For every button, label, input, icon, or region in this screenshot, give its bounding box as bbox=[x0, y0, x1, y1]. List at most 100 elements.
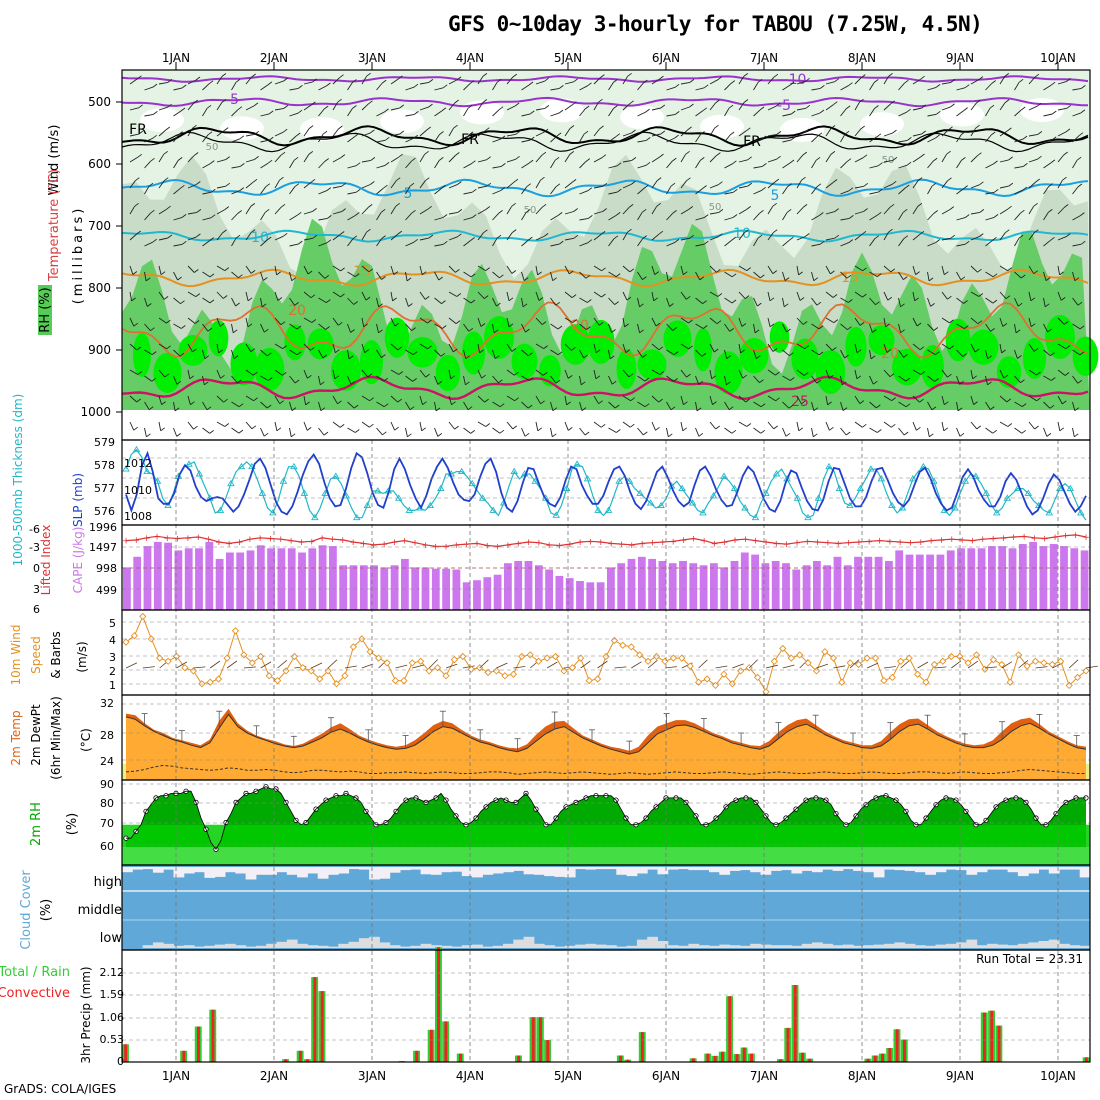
wind-barb bbox=[811, 87, 821, 91]
cape-bar bbox=[287, 548, 296, 610]
wind-barb bbox=[651, 133, 661, 137]
wind-barb-10m bbox=[462, 665, 475, 669]
wind-barb bbox=[724, 297, 733, 304]
wind-speed-point bbox=[248, 659, 256, 667]
wind-barb bbox=[608, 297, 615, 305]
li-point: + bbox=[1041, 535, 1049, 545]
cape-bar bbox=[411, 567, 420, 610]
wind-barb-flag bbox=[280, 203, 286, 208]
cloud-high-bar bbox=[894, 867, 906, 871]
wind-barb-flag bbox=[732, 214, 738, 218]
wind-barb-flag bbox=[338, 321, 343, 326]
cloud-high-bar bbox=[770, 867, 782, 871]
li-point: + bbox=[1010, 533, 1018, 543]
wind-barb bbox=[506, 291, 510, 301]
wind-barb-flag bbox=[746, 267, 751, 271]
slp-yticks-left: 579 578 577 576 bbox=[94, 436, 115, 518]
thickness-point bbox=[909, 475, 917, 482]
wind-barb bbox=[506, 158, 516, 163]
wind-barb bbox=[564, 182, 573, 189]
wind-barb bbox=[651, 421, 656, 431]
cloud-low-bar bbox=[657, 941, 669, 948]
wind-barb bbox=[231, 213, 239, 221]
cloud-high-bar bbox=[1048, 867, 1060, 874]
rh-bright-blob bbox=[435, 354, 461, 392]
thickness-point bbox=[132, 445, 141, 453]
wind-barb-flag bbox=[485, 423, 491, 427]
wind-barb bbox=[535, 369, 544, 376]
wind-barb bbox=[289, 271, 293, 281]
date-label-bottom: 7JAN bbox=[750, 1069, 778, 1083]
wind-barb-flag bbox=[598, 321, 604, 326]
wind-barb bbox=[854, 128, 862, 137]
wind-barb-flag bbox=[844, 354, 849, 359]
wind-barb bbox=[463, 134, 470, 143]
wind-barb-flag bbox=[961, 157, 966, 161]
wind-barb bbox=[318, 427, 325, 436]
wind-barb bbox=[173, 160, 179, 169]
wind-barb bbox=[434, 401, 437, 411]
wind-speed-point bbox=[509, 670, 518, 678]
li-point: + bbox=[1082, 533, 1090, 543]
wind-barb-flag bbox=[152, 83, 158, 88]
wind-barb bbox=[869, 297, 876, 306]
wind-barb-flag bbox=[747, 182, 753, 187]
cloud-low-bar bbox=[709, 945, 720, 948]
wind-barb-flag bbox=[959, 381, 964, 385]
wind-barb-flag bbox=[411, 157, 416, 162]
cloud-low-bar bbox=[348, 941, 360, 948]
wind-barb-flag bbox=[992, 273, 998, 278]
wind-barb-10m bbox=[209, 660, 221, 669]
below-ground-band bbox=[122, 410, 1090, 440]
wind-barb-flag bbox=[239, 135, 245, 140]
cape-bar bbox=[329, 546, 337, 610]
ytick-label: 70 bbox=[100, 817, 114, 830]
precip-conv-bar bbox=[546, 1040, 550, 1062]
cape-bar bbox=[1018, 544, 1027, 610]
thickness-point bbox=[321, 489, 330, 496]
wind-barb-flag bbox=[874, 79, 879, 83]
wind-barb-flag bbox=[646, 137, 651, 141]
wind-barb bbox=[289, 427, 292, 437]
cape-ylabel-cape: CAPE (J/kg) bbox=[71, 527, 85, 594]
wind-barb bbox=[303, 421, 308, 431]
wind-barb-flag bbox=[964, 84, 970, 89]
thickness-point bbox=[531, 477, 539, 484]
wind-barb-flag bbox=[1020, 106, 1026, 111]
wind-speed-point bbox=[341, 672, 349, 680]
wind-barb-flag bbox=[557, 351, 563, 356]
wind-barb bbox=[347, 165, 357, 169]
cape-bar bbox=[1070, 548, 1079, 610]
wind-barb bbox=[1028, 369, 1037, 376]
contour-label: 5 bbox=[771, 188, 780, 204]
wind-barb bbox=[956, 134, 962, 143]
wind-barb bbox=[912, 233, 921, 241]
wind-barb-flag bbox=[817, 132, 823, 137]
isotherm-15 bbox=[121, 268, 1089, 288]
wind-barb-flag bbox=[920, 75, 925, 80]
wind-barb-flag bbox=[353, 301, 358, 305]
wind-barb bbox=[535, 206, 543, 215]
wind-barb bbox=[332, 77, 340, 85]
wind-barb bbox=[898, 323, 902, 333]
wind-barb-10m bbox=[1035, 666, 1048, 669]
wind-speed-point bbox=[214, 675, 223, 683]
wind-speed-point bbox=[156, 654, 164, 662]
wind-barb-flag bbox=[845, 431, 851, 436]
wind-barb bbox=[941, 291, 948, 300]
wind-barb bbox=[593, 421, 602, 428]
wind-barb-flag bbox=[813, 277, 819, 282]
wind-barb bbox=[202, 163, 211, 169]
wind-barb bbox=[550, 135, 558, 143]
temp-ylabel-c: (6hr Min/Max) bbox=[49, 696, 63, 780]
wind-barb-flag bbox=[963, 185, 968, 189]
wind-barb bbox=[1014, 237, 1020, 247]
wind-barb bbox=[173, 323, 182, 329]
wind-barb bbox=[550, 375, 557, 384]
wind-barb bbox=[1028, 105, 1038, 111]
wind-barb bbox=[927, 160, 934, 169]
wind-barb bbox=[999, 76, 1006, 85]
ytick-label: 1.06 bbox=[100, 1011, 125, 1024]
wind-barb-flag bbox=[639, 303, 644, 308]
wind-barb bbox=[1072, 271, 1076, 281]
